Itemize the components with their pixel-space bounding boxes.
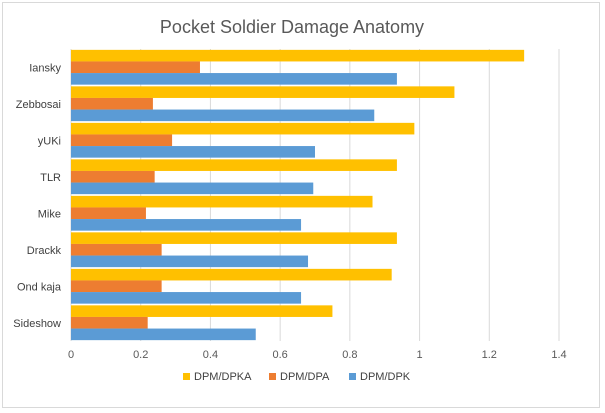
bar-dpm-dpk — [71, 255, 309, 268]
legend-swatch — [269, 373, 276, 380]
bar-dpm-dpka — [71, 232, 397, 244]
legend-swatch — [349, 373, 356, 380]
bar-dpm-dpka — [71, 122, 415, 135]
bar-group — [71, 268, 392, 304]
bar-dpm-dpa — [71, 280, 162, 293]
chart-title: Pocket Soldier Damage Anatomy — [160, 17, 424, 37]
category-label: TLR — [40, 172, 61, 184]
bar-dpm-dpa — [71, 97, 153, 110]
bar-dpm-dpa — [71, 170, 155, 183]
x-tick-label: 1.4 — [551, 349, 566, 361]
bars — [71, 49, 525, 341]
category-label: Zebbosai — [16, 99, 61, 111]
bar-dpm-dpka — [71, 195, 373, 208]
bar-dpm-dpka — [71, 159, 397, 171]
bar-dpm-dpka — [71, 86, 455, 98]
x-tick-label: 0.6 — [272, 349, 287, 361]
bar-dpm-dpa — [71, 207, 146, 220]
legend-item: DPM/DPK — [349, 371, 411, 383]
bar-group — [71, 195, 373, 231]
bar-group — [71, 86, 455, 122]
bar-dpm-dpka — [71, 49, 525, 62]
legend-swatch — [183, 373, 190, 380]
category-label: Iansky — [29, 62, 61, 74]
legend-item: DPM/DPA — [269, 371, 330, 383]
x-tick-label: 0.2 — [133, 349, 148, 361]
x-tick-label: 0.8 — [342, 349, 357, 361]
x-tick-label: 0 — [68, 349, 74, 361]
bar-dpm-dpk — [71, 73, 397, 85]
x-tick-label: 1 — [417, 349, 423, 361]
legend: DPM/DPKA DPM/DPA DPM/DPK — [183, 371, 411, 383]
chart-frame: Pocket Soldier Damage Anatomy Iansky Zebb… — [2, 2, 600, 408]
category-label: yUKi — [38, 135, 61, 147]
legend-label: DPM/DPA — [280, 371, 330, 383]
category-labels: Iansky Zebbosai yUKi TLR Mike Drackk Ond kaja S… — [13, 62, 62, 330]
bar-group — [71, 122, 415, 158]
bar-dpm-dpka — [71, 305, 333, 317]
bar-group — [71, 159, 397, 195]
bar-group — [71, 49, 525, 85]
bar-dpm-dpa — [71, 61, 200, 74]
bar-dpm-dpk — [71, 109, 375, 122]
bar-dpm-dpk — [71, 292, 302, 304]
bar-dpm-dpk — [71, 146, 315, 158]
x-tick-label: 1.2 — [482, 349, 497, 361]
bar-dpm-dpk — [71, 219, 302, 231]
legend-label: DPM/DPK — [360, 371, 411, 383]
x-tick-label: 0.4 — [203, 349, 218, 361]
bar-dpm-dpk — [71, 182, 314, 195]
legend-item: DPM/DPKA — [183, 371, 252, 383]
category-label: Drackk — [27, 245, 62, 257]
bar-dpm-dpa — [71, 316, 148, 329]
category-label: Mike — [38, 208, 61, 220]
bar-dpm-dpk — [71, 328, 256, 341]
bar-dpm-dpa — [71, 134, 173, 147]
chart: Pocket Soldier Damage Anatomy Iansky Zebb… — [13, 17, 567, 383]
category-label: Ond kaja — [17, 281, 62, 293]
x-tick-labels: 0 0.2 0.4 0.6 0.8 1 1.2 1.4 — [68, 349, 567, 361]
bar-group — [71, 305, 333, 341]
category-label: Sideshow — [13, 318, 61, 330]
bar-dpm-dpa — [71, 243, 162, 256]
bar-dpm-dpka — [71, 268, 392, 281]
legend-label: DPM/DPKA — [194, 371, 252, 383]
bar-group — [71, 232, 397, 268]
